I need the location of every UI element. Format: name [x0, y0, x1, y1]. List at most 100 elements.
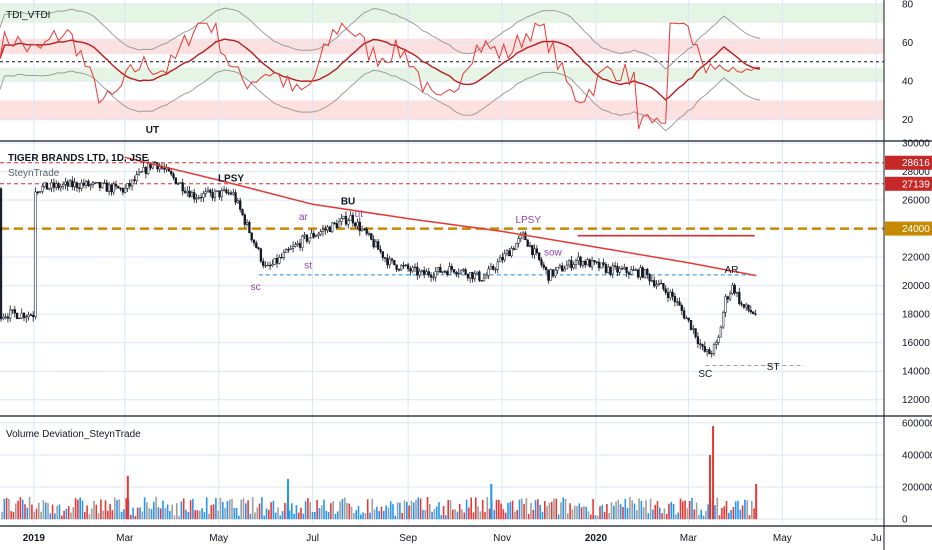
candle-body [609, 266, 612, 275]
volume-bar [461, 509, 463, 520]
candle-body [570, 260, 573, 269]
candle-body [485, 275, 488, 279]
candle-body [662, 283, 665, 290]
candle-body [386, 257, 389, 266]
candle-body [724, 296, 727, 313]
volume-bar [475, 497, 477, 520]
volume-bar [247, 500, 249, 520]
price-label-2: 24000 [902, 224, 930, 235]
candle-body [48, 187, 51, 190]
candle-body [411, 267, 414, 272]
volume-bar [412, 502, 415, 520]
volume-bar [226, 501, 229, 520]
volume-bar [633, 503, 636, 520]
candle-body [519, 234, 522, 239]
volume-bar [256, 507, 259, 520]
annotation-8: sow [544, 248, 563, 259]
volume-bar [199, 510, 201, 520]
volume-bar [118, 499, 121, 520]
volume-bar [484, 512, 486, 520]
price-label-1: 27139 [902, 179, 930, 190]
candle-body [301, 235, 304, 248]
volume-bar [70, 512, 72, 520]
volume-bar [580, 507, 583, 520]
volume-bar [97, 513, 100, 520]
volume-bar [608, 513, 610, 520]
volume-tick-label: 6000000 [902, 418, 932, 429]
volume-bar [203, 512, 206, 520]
candle-body [586, 259, 589, 266]
volume-bar [281, 511, 284, 520]
volume-bar [596, 515, 599, 520]
volume-bar [606, 503, 608, 520]
volume-bar [426, 496, 429, 520]
candle-body [61, 184, 65, 187]
volume-bar [567, 513, 569, 520]
volume-spike-1 [286, 479, 289, 520]
candle-body [193, 192, 196, 200]
candle-body [657, 282, 660, 285]
volume-bar [677, 512, 679, 520]
candle-body [356, 221, 359, 227]
volume-spike-3 [712, 426, 715, 520]
volume-bar [458, 503, 461, 520]
volume-bar [208, 513, 210, 520]
candle-body [694, 328, 697, 337]
tdi-title[interactable]: TDI_VTDI [6, 10, 50, 21]
volume-bar [718, 515, 721, 520]
candle-body [317, 233, 320, 236]
candle-body [395, 264, 398, 270]
volume-bar [560, 502, 562, 520]
candle-body [147, 163, 150, 174]
candle-body [717, 336, 720, 343]
candle-body [130, 179, 134, 187]
candle-body [91, 182, 95, 185]
candle-body [181, 182, 184, 192]
volume-bar [401, 512, 403, 520]
volume-bar [477, 506, 479, 520]
candle-body [34, 191, 37, 318]
candle-body [749, 309, 752, 313]
volume-bar [134, 515, 137, 520]
x-tick-label-4: Sep [399, 533, 417, 544]
volume-bar [408, 505, 410, 520]
candle-body [489, 266, 493, 270]
candle-body [374, 241, 378, 248]
candle-body [57, 183, 60, 189]
candle-body [55, 183, 58, 188]
volume-bar [702, 515, 705, 520]
candle-body [158, 166, 161, 170]
price-tick-label: 12000 [902, 395, 930, 406]
volume-bar [153, 501, 155, 520]
volume-bar [205, 497, 208, 520]
volume-bar [295, 505, 298, 520]
volume-bar [44, 502, 47, 520]
x-tick-label-1: Mar [116, 533, 134, 544]
volume-bar [314, 512, 316, 520]
wyckoff-annotations: UT LPSY BU ar ut st sc LPSY sow AR SC ST [146, 125, 780, 380]
volume-bar [350, 506, 353, 520]
volume-bar [675, 514, 677, 520]
volume-bar [472, 512, 475, 520]
volume-title[interactable]: Volume Deviation_SteynTrade [6, 429, 141, 440]
volume-bar [544, 501, 546, 520]
candle-body [114, 183, 118, 187]
volume-bar [40, 511, 42, 520]
candle-body [340, 218, 343, 222]
candle-body [280, 257, 283, 259]
candle-body [416, 266, 419, 276]
candle-body [531, 245, 534, 255]
volume-bar [159, 508, 162, 520]
volume-bar [500, 503, 502, 520]
volume-bar [688, 501, 691, 520]
candle-body [372, 239, 375, 248]
volume-bar [357, 505, 360, 520]
candle-body [298, 243, 302, 248]
volume-bar [279, 515, 282, 520]
volume-bar [272, 500, 275, 520]
volume-bar [682, 501, 684, 520]
candle-body [466, 274, 470, 279]
candle-body [528, 245, 532, 247]
volume-bar [38, 502, 40, 520]
price-chart-title[interactable]: TIGER BRANDS LTD, 1D, JSE [8, 153, 149, 164]
